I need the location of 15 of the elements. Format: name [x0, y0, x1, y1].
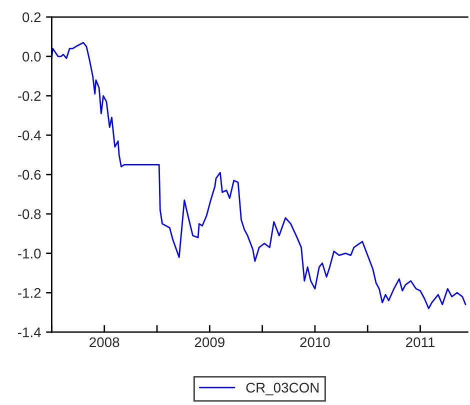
y-tick-label: -0.2	[18, 91, 41, 101]
y-tick-label: 0.2	[22, 12, 41, 22]
x-tick-label: 2011	[406, 337, 435, 348]
y-tick-label: 0.0	[22, 52, 41, 62]
y-tick-label: -0.8	[18, 209, 41, 220]
legend-label: CR_03CON	[246, 382, 319, 396]
x-tick-label: 2009	[194, 337, 224, 348]
x-tick-label: 2008	[90, 337, 120, 348]
y-tick-label: -1.4	[18, 328, 41, 338]
x-tick-label: 2010	[300, 337, 330, 348]
y-tick-label: -1.2	[18, 288, 41, 298]
line-series	[52, 42, 466, 310]
y-tick-label: -0.6	[18, 170, 41, 180]
y-tick-label: -0.4	[18, 130, 41, 140]
y-tick-label: -1.0	[18, 248, 41, 258]
